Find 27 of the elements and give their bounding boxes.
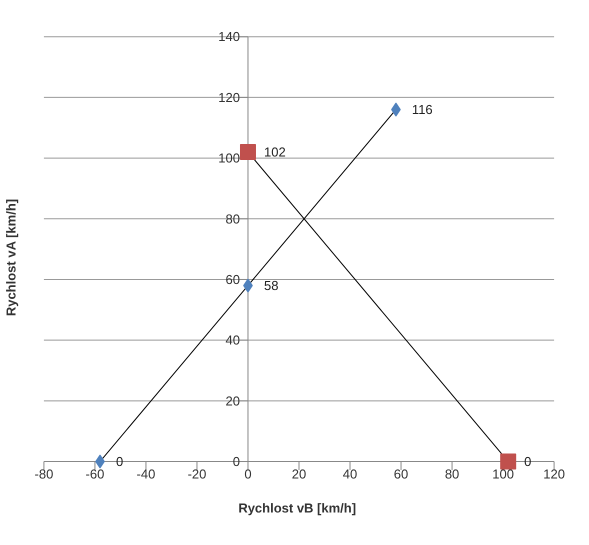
y-tick-label: 140: [218, 29, 240, 44]
y-tick-label: 100: [218, 150, 240, 166]
x-tick-label: 60: [394, 466, 408, 482]
x-tick-label: 20: [292, 466, 306, 482]
point: [240, 144, 256, 160]
y-axis-title: Rychlost vA [km/h]: [4, 198, 18, 316]
point: [500, 454, 516, 470]
x-tick-label: 120: [543, 466, 565, 482]
data-label: 0: [116, 454, 124, 470]
x-tick-label: -40: [136, 466, 156, 482]
x-tick-label: -20: [188, 466, 206, 482]
x-tick-label: 80: [444, 466, 460, 482]
x-tick-label: 0: [244, 466, 252, 482]
y-tick-label: 20: [226, 393, 240, 408]
x-tick-label: 100: [492, 466, 514, 482]
x-tick-label: 40: [342, 466, 358, 482]
x-tick-label: -80: [34, 466, 54, 482]
x-axis-title: Rychlost vB [km/h]: [238, 500, 356, 516]
x-tick-label: -60: [86, 466, 104, 482]
y-tick-label: 60: [226, 272, 240, 287]
y-tick-label: 120: [218, 90, 240, 105]
data-label: 0: [524, 454, 532, 470]
data-label: 102: [264, 144, 286, 160]
y-tick-label: 40: [226, 332, 240, 348]
data-label: 116: [412, 102, 433, 118]
y-tick-label: 80: [226, 211, 240, 226]
data-label: 58: [264, 278, 278, 294]
